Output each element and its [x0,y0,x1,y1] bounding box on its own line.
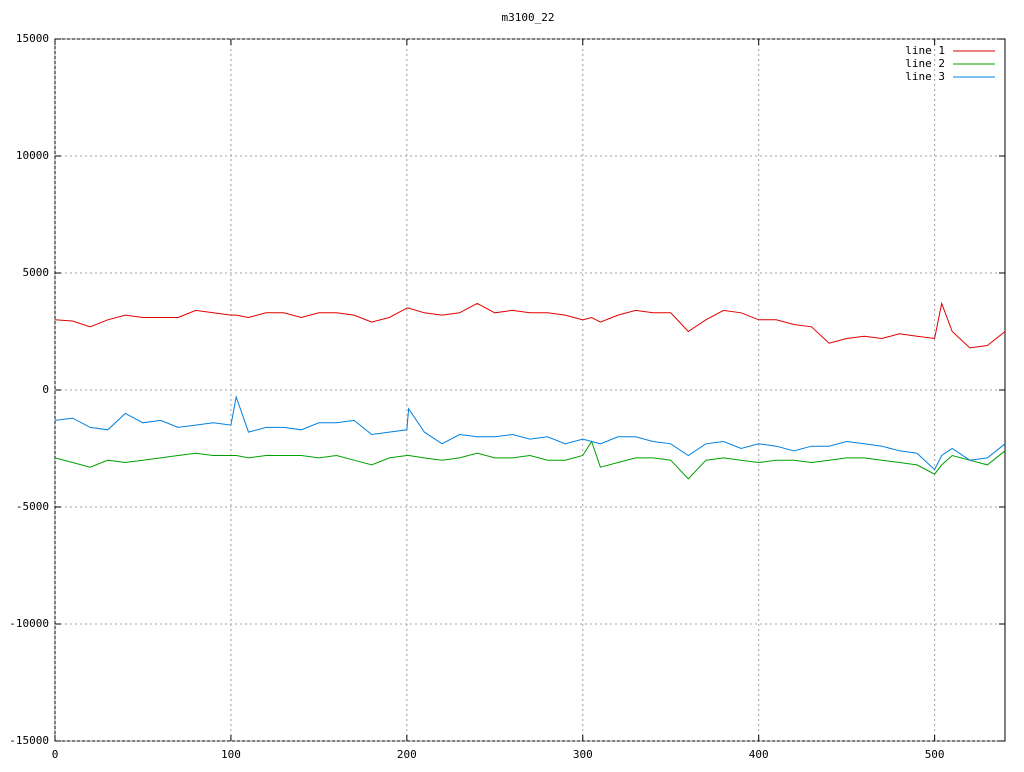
legend-label: line 1 [905,44,945,57]
x-tick-label: 0 [52,748,59,761]
line-series [54,440,1006,480]
y-tick-label: -5000 [16,500,49,513]
legend-label: line 3 [905,70,945,83]
y-tick-label: 10000 [16,149,49,162]
x-tick-label: 400 [749,748,769,761]
y-tick-label: -15000 [9,734,49,747]
y-tick-label: 0 [42,383,49,396]
x-tick-label: 100 [221,748,241,761]
legend-label: line 2 [905,57,945,70]
x-tick-label: 500 [925,748,945,761]
y-tick-label: -10000 [9,617,49,630]
x-tick-label: 200 [397,748,417,761]
x-tick-label: 300 [573,748,593,761]
chart-title: m3100_22 [502,11,555,24]
line-series [54,301,1006,349]
y-tick-label: 5000 [23,266,50,279]
line-series [54,395,1006,471]
y-tick-label: 15000 [16,32,49,45]
